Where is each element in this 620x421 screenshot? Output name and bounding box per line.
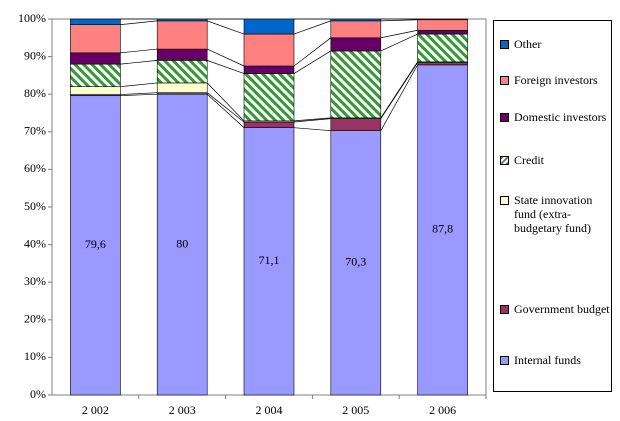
legend-item: Other (500, 37, 610, 51)
legend-item: Domestic investors (500, 110, 610, 124)
y-tick-label: 100% (18, 11, 46, 25)
y-tick-label: 20% (24, 312, 46, 326)
bar-segment (417, 62, 468, 66)
series-line (380, 19, 418, 22)
bar-segment (243, 121, 295, 128)
series-line (293, 50, 331, 74)
series-line (380, 29, 418, 39)
series-line (293, 37, 332, 67)
y-tick-label: 30% (24, 274, 46, 288)
y-tick-label: 0% (30, 387, 46, 401)
x-tick-label: 2 003 (169, 403, 196, 417)
series-line (206, 93, 245, 128)
x-tick-label: 2 005 (342, 403, 369, 417)
series-line (206, 92, 245, 123)
series-line (120, 92, 158, 95)
bar-segment (330, 130, 382, 396)
bar-segment (243, 73, 295, 122)
series-line (120, 93, 158, 97)
data-label: 80 (176, 236, 188, 250)
series-line (293, 127, 331, 132)
bar-segment (417, 18, 468, 21)
bar-segment (70, 86, 121, 95)
bar-segment (156, 93, 208, 396)
bar-segment (156, 60, 208, 84)
bar-segment (330, 20, 382, 39)
legend: Other Foreign investors Domestic investors… (493, 20, 612, 392)
legend-swatch (500, 40, 509, 49)
series-line (120, 82, 158, 88)
data-label: 70,3 (345, 255, 366, 269)
bar-segment (70, 63, 121, 87)
series-line (207, 20, 245, 35)
y-tick-label: 40% (24, 236, 46, 250)
bar-segment (243, 127, 295, 396)
bar-segment (417, 33, 468, 63)
y-tick-label: 60% (24, 161, 46, 175)
bar-segment (156, 48, 208, 61)
bar-segment (417, 64, 468, 396)
legend-label: Government budget (514, 302, 610, 316)
series-line (120, 60, 158, 65)
x-tick-label: 2 006 (429, 403, 456, 417)
series-line (293, 118, 331, 123)
series-line (293, 117, 331, 122)
series-line (380, 33, 418, 52)
legend-label: State innovation fund (extra-budgetary f… (514, 193, 593, 235)
legend-swatch (500, 356, 509, 365)
x-tick-label: 2 004 (256, 403, 283, 417)
legend-label: Foreign investors (514, 73, 598, 87)
series-line (380, 61, 418, 119)
bar-segment (243, 18, 295, 35)
legend-item: Credit (500, 153, 610, 167)
bar-segment (156, 18, 208, 22)
legend-swatch (500, 113, 509, 122)
bar-segment (70, 18, 121, 25)
bar-segment (156, 20, 208, 50)
legend-item: State innovation fund (extra-budgetary f… (500, 193, 610, 235)
bar-segment (417, 29, 468, 35)
y-tick-label: 90% (24, 48, 46, 62)
bar-segment (330, 37, 382, 52)
bar-segment (330, 118, 382, 131)
series-line (207, 60, 245, 74)
bar-segment (330, 18, 382, 22)
series-line (120, 48, 158, 54)
legend-swatch (500, 305, 509, 314)
series-line (120, 20, 158, 25)
legend-item: Government budget (500, 302, 610, 316)
bar-segment (243, 65, 295, 74)
legend-item: Internal funds (500, 353, 610, 367)
series-line (380, 62, 418, 119)
legend-swatch (500, 156, 509, 165)
y-tick-label: 70% (24, 124, 46, 138)
series-line (380, 64, 418, 131)
legend-swatch (500, 76, 509, 85)
bar-segment (417, 19, 468, 31)
y-tick-label: 80% (24, 86, 46, 100)
legend-label: Other (514, 37, 542, 51)
bar-segment (330, 50, 382, 119)
data-label: 71,1 (259, 253, 280, 267)
x-tick-label: 2 002 (82, 403, 109, 417)
legend-label: Credit (514, 153, 544, 167)
series-line (206, 82, 245, 122)
series-line (293, 20, 331, 35)
legend-label: Domestic investors (514, 110, 607, 124)
data-label: 87,8 (432, 222, 453, 236)
bar-segment (70, 52, 121, 65)
bar-segment (70, 95, 121, 396)
bar-segment (243, 33, 295, 67)
y-tick-label: 10% (24, 349, 46, 363)
bar-segment (156, 82, 208, 93)
legend-item: Foreign investors (500, 73, 610, 87)
data-label: 79,6 (85, 237, 106, 251)
legend-label: Internal funds (514, 353, 581, 367)
y-tick-label: 50% (24, 199, 46, 213)
bar-segment (70, 24, 121, 54)
legend-swatch (500, 196, 509, 205)
series-line (207, 48, 245, 67)
